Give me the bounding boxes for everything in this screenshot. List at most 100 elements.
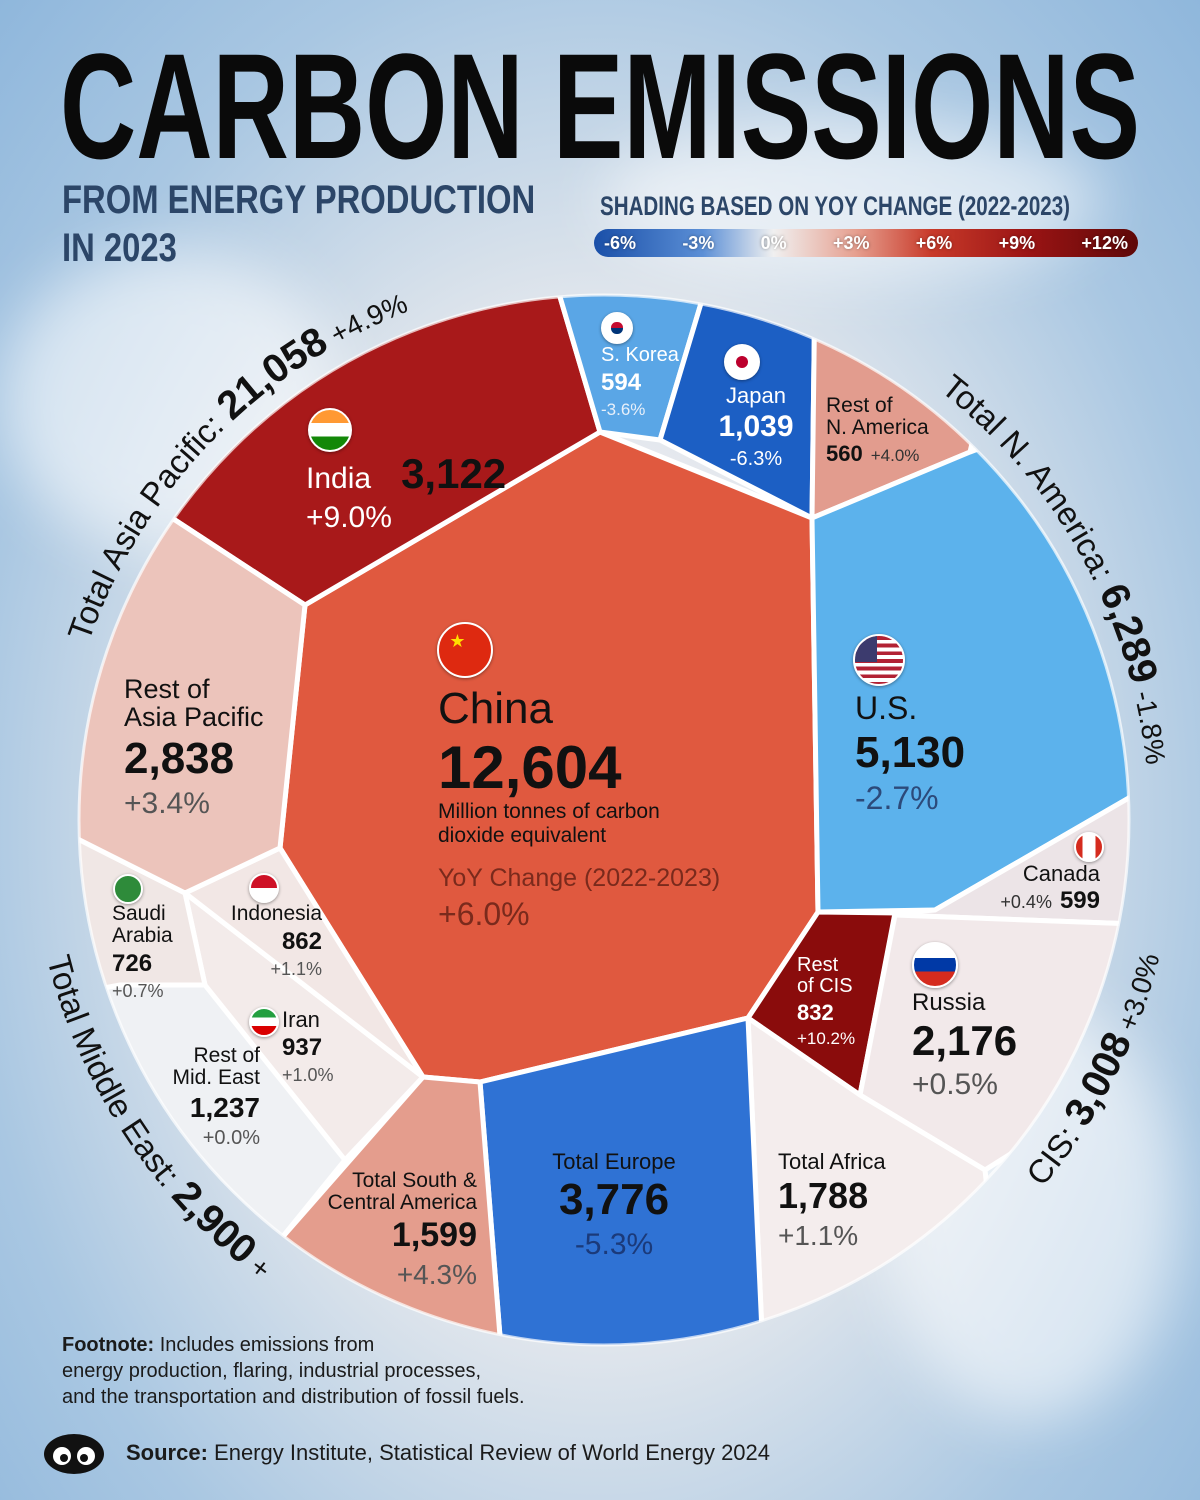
cell-name: Rest of bbox=[124, 674, 210, 704]
source-label: Source: bbox=[126, 1440, 208, 1465]
legend-tick: +12% bbox=[1081, 232, 1128, 253]
color-scale-legend: -6% -3% 0% +3% +6% +9% +12% bbox=[594, 229, 1138, 257]
legend-title: SHADING BASED ON YOY CHANGE (2022-2023) bbox=[600, 191, 1070, 221]
cell-name: of CIS bbox=[797, 975, 853, 997]
cell-name: N. America bbox=[826, 416, 929, 440]
subtitle-line: FROM ENERGY PRODUCTION bbox=[62, 178, 536, 222]
cell-value: 726 bbox=[112, 950, 153, 978]
cell-value: 862 bbox=[281, 928, 322, 956]
cell-label-europe: Total Europe 3,776 -5.3% bbox=[414, 1150, 814, 1261]
cell-change: +0.5% bbox=[912, 1068, 998, 1102]
cell-name: Arabia bbox=[112, 924, 173, 948]
page-title: CARBON EMISSIONS bbox=[60, 30, 1140, 180]
group-change: +3.0% bbox=[1109, 950, 1166, 1042]
cell-label-indonesia: Indonesia 862 +1.1% bbox=[230, 902, 322, 980]
saudi-arabia-flag-icon bbox=[113, 874, 143, 904]
cell-label-china: China 12,604 Million tonnes of carbon dioxi… bbox=[438, 684, 721, 932]
india-flag-icon bbox=[308, 408, 352, 452]
change-label: YoY Change (2022-2023) bbox=[438, 864, 721, 893]
cell-value: 12,604 bbox=[438, 734, 622, 802]
cell-change: +3.4% bbox=[124, 786, 210, 820]
cell-value: 5,130 bbox=[855, 727, 966, 777]
cell-change: +4.0% bbox=[870, 446, 920, 466]
cell-name: China bbox=[438, 684, 553, 733]
cell-change: +6.0% bbox=[438, 895, 530, 932]
cell-name: Total South & bbox=[352, 1169, 477, 1192]
cell-value: 832 bbox=[797, 1000, 834, 1025]
cell-change: +9.0% bbox=[306, 501, 392, 535]
cell-value: 1,039 bbox=[718, 410, 794, 444]
cell-label-restme: Rest of Mid. East 1,237 +0.0% bbox=[172, 1044, 260, 1149]
cell-label-india: India 3,122 +9.0% bbox=[306, 451, 506, 535]
legend-tick: 0% bbox=[760, 232, 787, 253]
star-icon: ★ bbox=[449, 631, 466, 652]
svg-text:CARBON EMISSIONS: CARBON EMISSIONS bbox=[60, 30, 1140, 180]
cell-name: Mid. East bbox=[172, 1066, 260, 1090]
footnote-text: energy production, flaring, industrial p… bbox=[62, 1360, 482, 1382]
footnote: Footnote: Includes emissions from energy… bbox=[62, 1332, 525, 1410]
legend-tick: -3% bbox=[682, 232, 715, 253]
unit-note: Million tonnes of carbon bbox=[438, 800, 660, 824]
cell-label-us: U.S. 5,130 -2.7% bbox=[855, 690, 966, 816]
cell-name: Total Europe bbox=[552, 1149, 676, 1174]
cell-name: Indonesia bbox=[230, 902, 322, 925]
flag-canton bbox=[855, 636, 877, 662]
legend-tick: +3% bbox=[832, 232, 870, 253]
cell-change: -2.7% bbox=[855, 779, 939, 816]
cell-change: +4.3% bbox=[396, 1258, 477, 1290]
footnote-label: Footnote: bbox=[62, 1334, 155, 1356]
cell-name: U.S. bbox=[855, 690, 918, 726]
cell-name: Asia Pacific bbox=[124, 702, 264, 733]
cell-label-restcis: Rest of CIS 832 +10.2% bbox=[797, 955, 855, 1048]
subtitle-line: IN 2023 bbox=[62, 226, 177, 270]
cell-label-restna: Rest of N. America 560 +4.0% bbox=[826, 394, 929, 466]
cell-change: +0.7% bbox=[112, 981, 164, 1002]
cell-name: Rest of bbox=[193, 1044, 260, 1067]
cell-value-row: 560 +4.0% bbox=[826, 442, 929, 466]
canada-flag-icon bbox=[1074, 832, 1104, 862]
legend-tick: -6% bbox=[604, 232, 637, 253]
cell-name: S. Korea bbox=[601, 344, 679, 366]
cell-name: Saudi bbox=[112, 902, 166, 925]
cell-name: Total Africa bbox=[778, 1149, 886, 1174]
cell-name: Canada bbox=[1022, 861, 1100, 886]
cell-value: 594 bbox=[601, 369, 642, 396]
chart-outline bbox=[77, 293, 1131, 1347]
cell-change: -6.3% bbox=[729, 447, 783, 470]
japan-flag-icon bbox=[724, 344, 760, 380]
source-text: Energy Institute, Statistical Review of … bbox=[207, 1440, 771, 1465]
cell-change: +1.1% bbox=[778, 1219, 859, 1251]
cell-label-restap: Rest of Asia Pacific 2,838 +3.4% bbox=[124, 675, 264, 819]
cell-value: 599 bbox=[1059, 887, 1100, 915]
cell-label-japan: Japan 1,039 -6.3% bbox=[556, 384, 956, 470]
cell-change: +1.1% bbox=[270, 959, 322, 980]
cell-label-iran: Iran 937 +1.0% bbox=[282, 1008, 334, 1085]
cell-change: +10.2% bbox=[797, 1029, 856, 1049]
south-korea-flag-icon bbox=[601, 312, 633, 344]
indonesia-flag-icon bbox=[249, 873, 279, 903]
cell-value: 1,599 bbox=[391, 1216, 477, 1255]
source: Source: Energy Institute, Statistical Re… bbox=[126, 1440, 770, 1466]
cell-value: 3,776 bbox=[558, 1175, 670, 1225]
group-change: -1.8% bbox=[1126, 680, 1171, 766]
cell-label-africa: Total Africa 1,788 +1.1% bbox=[778, 1150, 886, 1250]
iran-flag-icon bbox=[249, 1007, 279, 1037]
legend-tick: +6% bbox=[915, 232, 953, 253]
cell-change: -3.6% bbox=[601, 400, 646, 420]
cell-name: Rest of bbox=[826, 394, 893, 417]
cell-label-scam: Total South & Central America 1,599 +4.3% bbox=[327, 1169, 477, 1290]
cell-value: 937 bbox=[282, 1034, 323, 1062]
cell-name: Central America bbox=[327, 1191, 477, 1215]
brand-logo-icon bbox=[44, 1434, 104, 1474]
cell-value: 2,838 bbox=[124, 733, 235, 783]
legend-tick: +9% bbox=[998, 232, 1036, 253]
cell-label-skorea: S. Korea 594 -3.6% bbox=[601, 345, 679, 419]
svg-text:SHADING BASED ON YOY CHANGE (2: SHADING BASED ON YOY CHANGE (2022-2023) bbox=[600, 191, 1070, 221]
flag-emblem bbox=[611, 322, 623, 334]
cell-value: 2,176 bbox=[912, 1017, 1018, 1065]
cell-change: +0.4% bbox=[1000, 892, 1052, 913]
russia-flag-icon bbox=[912, 942, 958, 988]
cell-name: Iran bbox=[282, 1007, 320, 1032]
flag-emblem bbox=[735, 355, 749, 369]
